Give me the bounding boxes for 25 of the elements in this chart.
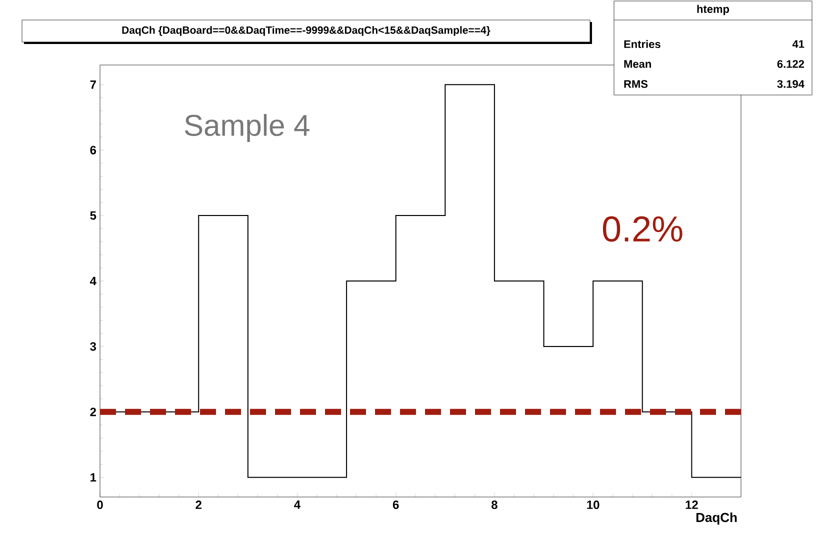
- annotation: 0.2%: [602, 216, 682, 242]
- text: 3.194: [777, 80, 804, 88]
- y-tick-label: 2: [90, 408, 96, 416]
- y-tick-label: 5: [90, 211, 96, 220]
- chart-title: DaqCh {DaqBoard==0&&DaqTime==-9999&&DaqCh<15&&DaqSample==4}: [122, 26, 490, 36]
- x-tick-label: 4: [294, 500, 300, 509]
- y-tick-label: 7: [90, 80, 96, 89]
- y-tick-label: 1: [90, 473, 96, 482]
- x-tick-label: 8: [492, 500, 498, 510]
- annotation: Sample 4: [184, 114, 310, 142]
- annotation: Mean: [624, 60, 651, 68]
- x-tick-label: 10: [587, 500, 600, 510]
- y-tick-label: 4: [90, 276, 96, 286]
- x-tick-label: 6: [392, 500, 399, 510]
- x-tick-label: 2: [196, 500, 202, 509]
- x-axis-title: DaqCh: [696, 512, 737, 525]
- x-tick-label: 12: [686, 500, 698, 509]
- x-tick-label: 0: [97, 500, 103, 510]
- annotation: RMS: [624, 80, 648, 88]
- text: Entries: [624, 40, 660, 48]
- text: 41: [792, 40, 804, 48]
- y-tick-label: 6: [90, 146, 96, 154]
- text: htemp: [697, 4, 730, 16]
- y-tick-label: 3: [90, 342, 96, 351]
- text: 6.122: [777, 60, 804, 68]
